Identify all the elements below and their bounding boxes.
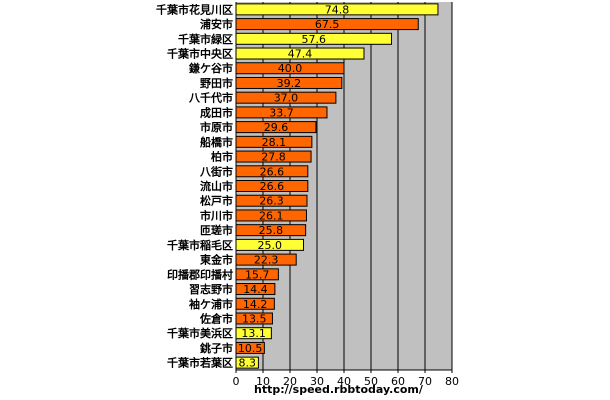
category-label: 柏市 (211, 150, 233, 164)
data-label: 13.5 (242, 312, 267, 325)
category-label: 千葉市美浜区 (167, 326, 233, 340)
category-label: 佐倉市 (199, 311, 233, 325)
category-labels: 千葉市花見川区浦安市千葉市緑区千葉市中央区鎌ケ谷市野田市八千代市成田市市原市船橋… (156, 2, 233, 369)
data-label: 67.5 (315, 18, 340, 31)
data-label: 26.1 (259, 209, 284, 222)
data-label: 13.1 (241, 327, 266, 340)
data-label: 37.0 (274, 92, 299, 105)
category-label: 船橋市 (200, 135, 233, 149)
data-label: 14.2 (243, 298, 268, 311)
data-label: 29.6 (264, 121, 289, 134)
data-label: 15.7 (245, 268, 270, 281)
category-label: 東金市 (200, 253, 233, 267)
category-label: 習志野市 (189, 282, 233, 296)
bars: 74.8 67.5 57.6 47.440.0 39.2 37.033.7 29.6 28.1… (235, 3, 439, 370)
category-label: 印播郡印播村 (167, 267, 233, 281)
x-axis: 0 10 20 30 40 50 60 70 80 (233, 2, 459, 388)
category-label: 袖ケ浦市 (189, 297, 233, 311)
x-tick-label: 70 (418, 375, 432, 388)
category-label: 銚子市 (200, 341, 233, 355)
data-label: 25.8 (259, 224, 284, 237)
data-label: 22.3 (254, 254, 279, 267)
x-tick-label: 60 (391, 375, 405, 388)
x-tick-label: 40 (337, 375, 351, 388)
x-tick-label: 50 (364, 375, 378, 388)
data-label: 26.3 (259, 195, 284, 208)
category-label: 匝瑳市 (200, 223, 233, 237)
data-label: 57.6 (302, 33, 327, 46)
category-label: 市川市 (200, 208, 233, 222)
x-tick-label: 30 (310, 375, 324, 388)
x-tick-label: 0 (233, 375, 240, 388)
category-label: 八千代市 (188, 91, 233, 105)
data-label: 27.8 (261, 151, 286, 164)
data-label: 26.6 (260, 165, 285, 178)
source-url: http://speed.rbbtoday.com/ (254, 383, 423, 396)
data-label: 8.3 (238, 357, 256, 370)
x-tick-label: 20 (283, 375, 297, 388)
category-label: 流山市 (200, 179, 233, 193)
x-tick-label: 80 (445, 375, 459, 388)
x-tick-label: 10 (256, 375, 270, 388)
data-label: 40.0 (278, 62, 303, 75)
data-label: 39.2 (277, 77, 302, 90)
category-label: 千葉市若葉区 (167, 356, 233, 370)
category-label: 千葉市花見川区 (156, 2, 233, 16)
data-label: 14.4 (243, 283, 268, 296)
data-label: 33.7 (269, 106, 294, 119)
category-label: 八街市 (199, 164, 233, 178)
data-label: 10.5 (238, 342, 263, 355)
category-label: 成田市 (200, 105, 233, 119)
category-label: 千葉市中央区 (167, 47, 233, 61)
category-label: 市原市 (200, 120, 233, 134)
data-label: 28.1 (262, 136, 287, 149)
category-label: 千葉市稲毛区 (167, 238, 233, 252)
category-label: 浦安市 (200, 17, 233, 31)
category-label: 鎌ケ谷市 (188, 61, 233, 75)
category-label: 松戸市 (200, 194, 233, 208)
data-label: 47.4 (288, 48, 313, 61)
data-label: 25.0 (258, 239, 283, 252)
category-label: 野田市 (200, 76, 233, 90)
data-label: 74.8 (325, 3, 350, 16)
data-label: 26.6 (260, 180, 285, 193)
category-label: 千葉市緑区 (178, 32, 233, 46)
